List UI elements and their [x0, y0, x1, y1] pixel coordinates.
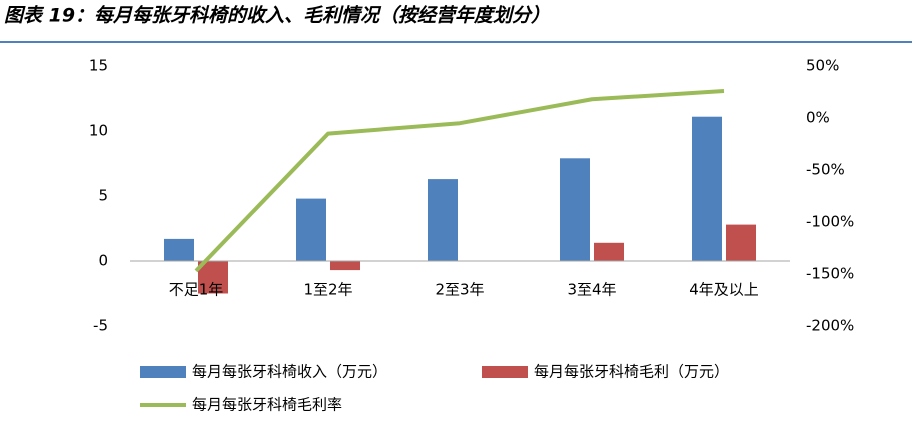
bar [164, 238, 194, 261]
x-tick-label: 1至2年 [303, 281, 352, 299]
legend-label: 每月每张牙科椅毛利率 [192, 396, 342, 414]
y2-tick-label: -150% [806, 265, 854, 283]
y-tick-label: -5 [93, 317, 108, 335]
bar [428, 179, 458, 261]
legend-swatch [482, 366, 528, 378]
y-tick-label: 10 [89, 122, 108, 140]
legend-label: 每月每张牙科椅毛利（万元） [534, 363, 729, 381]
y2-tick-label: 0% [806, 109, 830, 127]
y-tick-label: 5 [98, 187, 108, 205]
y-tick-label: 15 [89, 57, 108, 75]
line [194, 88, 725, 273]
bar [594, 242, 624, 261]
y2-tick-label: -200% [806, 317, 854, 335]
x-tick-label: 4年及以上 [689, 281, 759, 299]
y2-tick-label: -50% [806, 161, 845, 179]
bar [330, 261, 360, 271]
x-tick-label: 2至3年 [435, 281, 484, 299]
bar [560, 158, 590, 261]
x-tick-label: 3至4年 [567, 281, 616, 299]
x-tick-label: 不足1年 [169, 281, 224, 299]
chart-title: 图表 19：每月每张牙科椅的收入、毛利情况（按经营年度划分） [4, 5, 550, 27]
bar [296, 198, 326, 261]
y2-tick-label: -100% [806, 213, 854, 231]
bar [692, 116, 722, 261]
legend-swatch [140, 366, 186, 378]
legend-label: 每月每张牙科椅收入（万元） [192, 363, 387, 381]
y2-tick-label: 50% [806, 57, 839, 75]
bar [726, 224, 756, 261]
y-tick-label: 0 [98, 252, 108, 270]
